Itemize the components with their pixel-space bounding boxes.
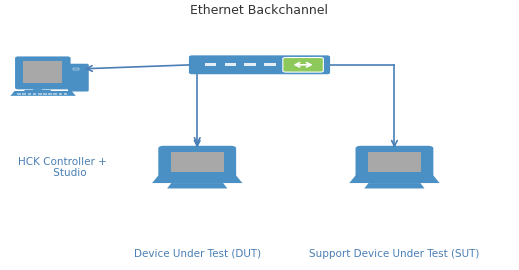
Bar [205,63,216,66]
Bar [17,94,21,95]
FancyBboxPatch shape [189,55,330,74]
Polygon shape [167,183,227,188]
FancyBboxPatch shape [68,64,89,92]
Text: Ethernet Backchannel: Ethernet Backchannel [190,4,329,17]
Bar [59,93,62,94]
Bar [64,94,67,95]
Bar [48,94,52,95]
Polygon shape [349,176,440,183]
Bar [53,94,57,95]
Text: Support Device Under Test (SUT): Support Device Under Test (SUT) [309,249,480,259]
Text: HCK Controller +
     Studio: HCK Controller + Studio [18,157,107,178]
Bar [73,68,79,70]
Polygon shape [23,90,52,92]
Bar [22,93,26,94]
Bar [264,63,276,66]
Bar [17,93,21,94]
Bar [64,93,67,94]
Bar [53,93,57,94]
Bar [38,94,42,95]
Bar [22,94,26,95]
Bar [59,94,62,95]
Bar [43,93,47,94]
Bar [368,152,421,172]
FancyBboxPatch shape [23,61,62,83]
FancyBboxPatch shape [356,146,433,178]
Bar [28,93,31,94]
FancyBboxPatch shape [15,56,71,89]
Bar [28,94,31,95]
FancyBboxPatch shape [283,58,323,72]
Polygon shape [10,91,76,96]
Bar [171,152,224,172]
FancyBboxPatch shape [158,146,236,178]
Bar [38,93,42,94]
Polygon shape [152,176,242,183]
Bar [33,93,36,94]
Bar [244,63,256,66]
Bar [43,94,47,95]
Bar [48,93,52,94]
Bar [225,63,236,66]
Text: Device Under Test (DUT): Device Under Test (DUT) [134,249,261,259]
Polygon shape [364,183,425,188]
Bar [33,94,36,95]
Polygon shape [31,88,44,90]
